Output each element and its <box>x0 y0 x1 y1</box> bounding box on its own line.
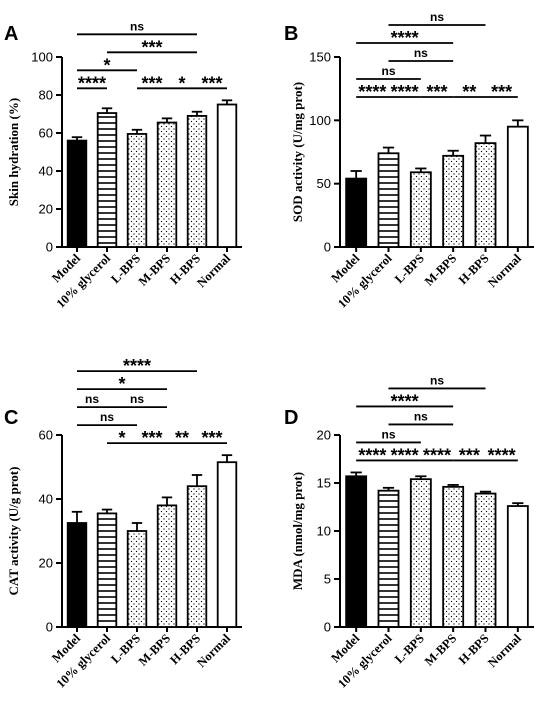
bar-normal <box>216 461 238 628</box>
bar-l-bps <box>409 171 432 248</box>
significance-label: ns <box>381 427 395 441</box>
bar-h-bps <box>186 115 208 248</box>
significance-label: *** <box>426 82 447 102</box>
y-axis-title: MDA (nmol/mg prot) <box>290 472 305 590</box>
bar-l-bps <box>126 133 148 248</box>
bar-model <box>345 177 368 248</box>
category-label: M-BPS <box>422 251 459 288</box>
significance-label: * <box>118 428 125 448</box>
bar-m-bps <box>442 485 465 628</box>
significance-label: ns <box>130 392 144 406</box>
y-tick-label: 15 <box>317 476 331 491</box>
significance-label: *** <box>201 428 222 448</box>
y-tick-label: 5 <box>324 572 331 587</box>
bar-m-bps <box>156 504 178 628</box>
significance-label: **** <box>391 445 419 465</box>
significance-label: **** <box>358 82 386 102</box>
bar-10-glycerol <box>96 112 118 248</box>
significance-label: ** <box>462 82 476 102</box>
y-tick-label: 40 <box>39 164 53 179</box>
panel-letter: D <box>284 407 298 429</box>
bar-l-bps <box>126 530 148 628</box>
bar-h-bps <box>474 492 497 628</box>
bar-normal <box>506 125 529 248</box>
significance-label: ns <box>430 373 444 387</box>
significance-label: *** <box>201 73 222 93</box>
panel-letter: B <box>284 23 298 45</box>
panel-letter: A <box>4 23 18 45</box>
category-label: Normal <box>194 251 233 290</box>
significance-label: *** <box>141 73 162 93</box>
category-label: Normal <box>485 631 524 670</box>
category-label: Normal <box>485 251 524 290</box>
y-tick-label: 80 <box>39 88 53 103</box>
y-tick-label: 20 <box>39 556 53 571</box>
y-tick-label: 100 <box>309 113 331 128</box>
significance-label: ns <box>381 64 395 78</box>
significance-label: ns <box>85 392 99 406</box>
y-tick-label: 150 <box>309 50 331 65</box>
bar-10-glycerol <box>377 152 400 248</box>
y-axis-title: CAT activity (U/g prot) <box>6 467 21 596</box>
category-label: M-BPS <box>422 631 459 668</box>
significance-label: *** <box>491 82 512 102</box>
y-tick-label: 0 <box>46 620 53 635</box>
bar-l-bps <box>409 478 432 628</box>
category-label: Normal <box>194 631 233 670</box>
significance-label: **** <box>488 445 516 465</box>
y-tick-label: 100 <box>31 50 53 65</box>
bar-model <box>345 475 368 628</box>
significance-label: ns <box>130 19 144 33</box>
significance-label: **** <box>391 28 419 48</box>
category-label: L-BPS <box>392 631 427 666</box>
significance-label: * <box>118 374 125 394</box>
y-tick-label: 20 <box>39 202 53 217</box>
significance-label: **** <box>391 82 419 102</box>
significance-label: **** <box>358 445 386 465</box>
y-tick-label: 10 <box>317 524 331 539</box>
significance-label: ** <box>175 428 189 448</box>
bar-h-bps <box>186 485 208 628</box>
significance-label: *** <box>141 428 162 448</box>
category-label: L-BPS <box>392 251 427 286</box>
significance-label: ns <box>414 409 428 423</box>
significance-label: *** <box>141 37 162 57</box>
significance-label: ns <box>430 10 444 24</box>
significance-label: **** <box>391 391 419 411</box>
category-label: M-BPS <box>136 251 173 288</box>
y-axis-title: SOD activity (U/mg prot) <box>290 82 305 222</box>
bar-normal <box>506 505 529 628</box>
bar-10-glycerol <box>377 489 400 628</box>
significance-label: ns <box>414 46 428 60</box>
y-tick-label: 60 <box>39 428 53 443</box>
bar-h-bps <box>474 142 497 248</box>
bar-normal <box>216 103 238 248</box>
y-axis-title: Skin hydration (%) <box>6 98 21 206</box>
y-tick-label: 0 <box>324 240 331 255</box>
y-tick-label: 60 <box>39 126 53 141</box>
y-tick-label: 0 <box>324 620 331 635</box>
bar-10-glycerol <box>96 512 118 628</box>
panel-letter: C <box>4 407 18 429</box>
significance-label: **** <box>423 445 451 465</box>
category-label: M-BPS <box>136 631 173 668</box>
bar-m-bps <box>442 154 465 248</box>
bar-model <box>66 522 88 628</box>
significance-label: ns <box>100 410 114 424</box>
y-tick-label: 20 <box>317 428 331 443</box>
significance-label: **** <box>78 73 106 93</box>
y-tick-label: 40 <box>39 492 53 507</box>
bar-model <box>66 139 88 248</box>
y-tick-label: 50 <box>317 176 331 191</box>
significance-label: *** <box>459 445 480 465</box>
significance-label: * <box>178 73 185 93</box>
y-tick-label: 0 <box>46 240 53 255</box>
significance-label: **** <box>123 356 151 376</box>
bar-m-bps <box>156 121 178 248</box>
significance-label: * <box>103 55 110 75</box>
